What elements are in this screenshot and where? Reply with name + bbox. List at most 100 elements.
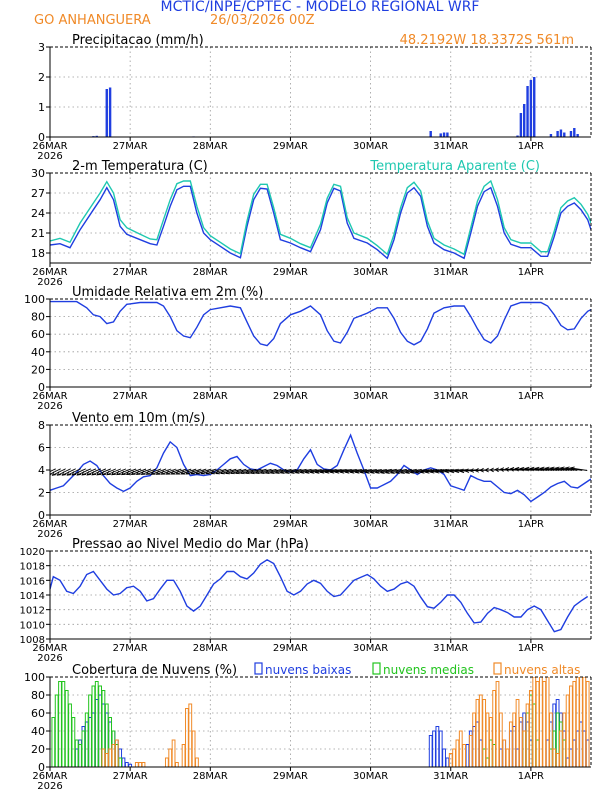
wind-barb-head	[559, 466, 565, 472]
wind-barb-head	[81, 471, 87, 476]
precip-bar	[563, 132, 566, 137]
wind-barb-head	[180, 470, 186, 475]
cloud-bar-altas	[485, 712, 490, 767]
cloud-bar-altas	[528, 690, 533, 767]
wind-barb	[195, 468, 212, 475]
wind-barb	[430, 469, 448, 473]
wind-barb-head	[125, 470, 131, 476]
wind-barb-head	[140, 470, 146, 475]
x-year-label: 2026	[37, 529, 62, 540]
wind-barb-head	[289, 469, 295, 474]
wind-barb	[360, 468, 377, 473]
x-tick-label: 28MAR	[193, 141, 228, 152]
legend-label-1: nuvens medias	[383, 663, 474, 677]
panel-title: Precipitacao (mm/h)	[72, 33, 204, 48]
wind-barb	[515, 468, 533, 471]
cloud-bar-altas	[188, 703, 193, 767]
cloud-bar-altas	[475, 699, 480, 767]
x-tick-label: 29MAR	[273, 643, 308, 654]
wind-barb	[141, 468, 157, 475]
wind-barb-head	[220, 470, 225, 475]
series-line-1	[50, 179, 591, 256]
wind-barb	[345, 469, 362, 473]
cloud-bar-altas	[582, 677, 587, 767]
cloud-bar-altas	[455, 739, 460, 767]
cloud-bar-altas	[448, 753, 453, 767]
cloud-bar-medias	[98, 685, 102, 767]
wind-barb	[320, 468, 337, 473]
wind-barb-head	[165, 470, 171, 475]
legend-swatch-2	[493, 662, 502, 675]
wind-barb-head	[544, 466, 550, 472]
cloud-bar-baixas	[432, 730, 436, 767]
wind-barb	[240, 468, 257, 474]
wind-barb-head	[264, 469, 270, 474]
precip-bar	[439, 133, 442, 137]
panel-title: Umidade Relativa em 2m (%)	[72, 285, 263, 300]
wind-barb-head	[324, 469, 330, 474]
cloud-bar-altas	[482, 699, 487, 767]
wind-barb-head	[244, 469, 250, 475]
wind-barb-head	[419, 469, 425, 474]
cloud-bar-altas	[462, 744, 466, 767]
wind-barb-head	[51, 471, 57, 476]
wind-barb-head	[185, 470, 191, 475]
cloud-bar-altas	[492, 690, 497, 767]
wind-barb-head	[190, 470, 196, 475]
wind-barb-head	[469, 468, 475, 473]
wind-barb-head	[319, 469, 325, 474]
y-tick-label: 1018	[20, 562, 45, 573]
wind-barb	[565, 467, 583, 471]
wind-barb	[325, 469, 342, 473]
x-tick-label: 30MAR	[353, 519, 388, 530]
cloud-bar-altas	[585, 681, 590, 767]
wind-barb-head	[329, 469, 335, 474]
cloud-bar-altas	[535, 681, 540, 767]
x-tick-label: 26MAR	[32, 267, 67, 278]
x-tick-label: 26MAR	[32, 643, 67, 654]
wind-barb	[136, 468, 152, 475]
cloud-bar-altas	[562, 712, 567, 767]
wind-barb	[350, 469, 367, 473]
wind-barb-head	[439, 468, 445, 474]
precip-bar	[549, 134, 553, 137]
cloud-bar-baixas	[121, 757, 126, 767]
wind-barb	[545, 467, 563, 471]
wind-barb	[171, 468, 187, 475]
wind-barb-head	[514, 466, 520, 472]
wind-barb	[270, 468, 287, 474]
cloud-bar-altas	[164, 757, 169, 767]
series-group	[50, 558, 589, 633]
wind-barb	[295, 468, 312, 474]
x-tick-label: 26MAR	[32, 519, 67, 530]
x-tick-label: 1APR	[518, 391, 544, 402]
x-tick-label: 29MAR	[273, 391, 308, 402]
wind-barb	[126, 468, 142, 475]
y-tick-label: 3	[38, 41, 45, 54]
x-tick-label: 28MAR	[193, 643, 228, 654]
cloud-bar-altas	[141, 762, 146, 767]
main-title: MCTIC/INPE/CPTEC - MODELO REGIONAL WRF	[161, 0, 480, 15]
wind-barb	[186, 468, 202, 475]
cloud-bar-altas	[168, 748, 173, 767]
cloud-bar-medias	[104, 703, 109, 767]
precip-bar	[523, 104, 526, 137]
cloud-bar-altas	[171, 739, 176, 767]
cloud-bar-altas	[522, 730, 527, 767]
wind-barb	[191, 468, 207, 475]
y-tick-label: 60	[31, 707, 45, 720]
wind-barb-head	[379, 469, 385, 474]
wind-barb-head	[429, 469, 435, 474]
precip-bar	[105, 89, 108, 137]
wind-barb-head	[534, 466, 540, 472]
wind-barb	[390, 468, 407, 474]
wind-barb	[375, 468, 392, 474]
x-tick-label: 27MAR	[113, 141, 148, 152]
cloud-bar-medias	[555, 712, 560, 767]
wind-barb	[200, 468, 217, 475]
y-tick-label: 1012	[20, 606, 45, 617]
